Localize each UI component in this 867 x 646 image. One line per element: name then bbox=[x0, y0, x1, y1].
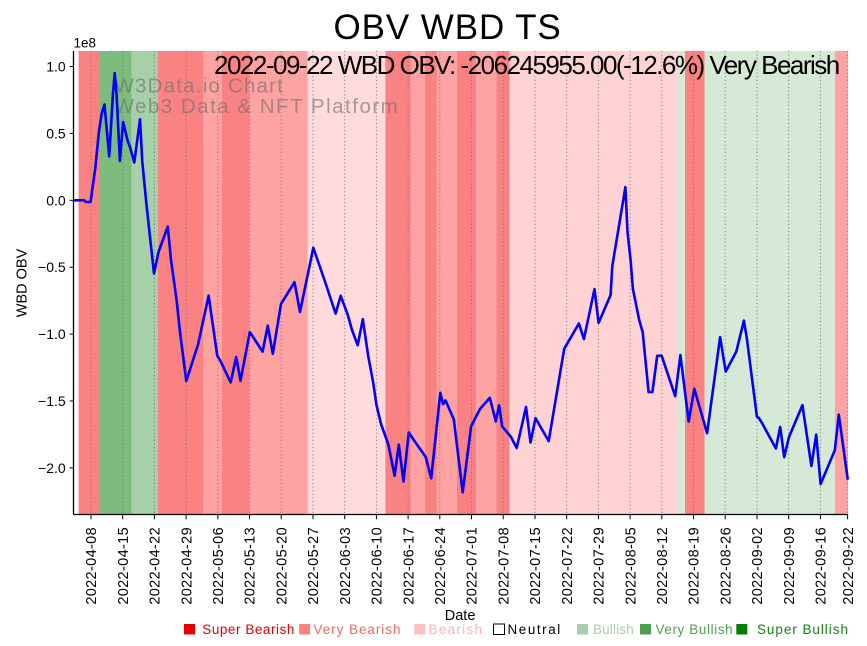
svg-text:2022-05-06: 2022-05-06 bbox=[211, 527, 227, 605]
svg-text:2022-07-29: 2022-07-29 bbox=[592, 527, 608, 605]
svg-text:−2.0: −2.0 bbox=[38, 460, 66, 476]
svg-text:2022-07-22: 2022-07-22 bbox=[560, 527, 576, 605]
svg-text:Super Bullish: Super Bullish bbox=[757, 622, 849, 637]
svg-text:2022-08-19: 2022-08-19 bbox=[687, 527, 703, 605]
svg-text:−1.5: −1.5 bbox=[38, 393, 66, 409]
svg-text:2022-06-17: 2022-06-17 bbox=[401, 527, 417, 605]
svg-text:Very Bullish: Very Bullish bbox=[656, 622, 734, 637]
svg-text:W3Data.io Chart: W3Data.io Chart bbox=[115, 75, 285, 98]
svg-text:1.0: 1.0 bbox=[46, 59, 66, 75]
svg-text:2022-06-10: 2022-06-10 bbox=[370, 527, 386, 605]
svg-text:2022-05-27: 2022-05-27 bbox=[306, 527, 322, 605]
svg-text:OBV WBD TS: OBV WBD TS bbox=[334, 8, 562, 47]
svg-text:2022-06-24: 2022-06-24 bbox=[433, 527, 449, 605]
svg-text:WBD OBV: WBD OBV bbox=[15, 248, 31, 317]
svg-text:2022-05-20: 2022-05-20 bbox=[274, 527, 290, 605]
svg-text:0.5: 0.5 bbox=[46, 125, 66, 141]
svg-text:2022-04-22: 2022-04-22 bbox=[148, 527, 164, 605]
svg-text:2022-08-12: 2022-08-12 bbox=[655, 527, 671, 605]
svg-text:Neutral: Neutral bbox=[508, 622, 562, 637]
svg-text:Web3 Data & NFT Platform: Web3 Data & NFT Platform bbox=[115, 95, 400, 118]
svg-text:Date: Date bbox=[445, 608, 476, 624]
svg-text:2022-07-08: 2022-07-08 bbox=[496, 527, 512, 605]
svg-text:2022-08-05: 2022-08-05 bbox=[623, 527, 639, 605]
svg-text:2022-09-22: 2022-09-22 bbox=[841, 527, 857, 605]
svg-text:2022-09-09: 2022-09-09 bbox=[782, 527, 798, 605]
svg-text:2022-08-26: 2022-08-26 bbox=[718, 527, 734, 605]
svg-text:2022-07-15: 2022-07-15 bbox=[528, 527, 544, 605]
svg-text:−1.0: −1.0 bbox=[38, 326, 66, 342]
svg-text:1e8: 1e8 bbox=[74, 36, 97, 51]
svg-text:Bearish: Bearish bbox=[429, 622, 484, 637]
svg-text:2022-04-08: 2022-04-08 bbox=[84, 527, 100, 605]
svg-text:0.0: 0.0 bbox=[46, 192, 66, 208]
svg-text:Super Bearish: Super Bearish bbox=[202, 622, 295, 637]
svg-text:2022-04-29: 2022-04-29 bbox=[179, 527, 195, 605]
svg-text:2022-09-16: 2022-09-16 bbox=[814, 527, 830, 605]
svg-text:Very Bearish: Very Bearish bbox=[314, 622, 402, 637]
svg-text:2022-09-02: 2022-09-02 bbox=[750, 527, 766, 605]
svg-text:2022-06-03: 2022-06-03 bbox=[338, 527, 354, 605]
svg-text:2022-04-15: 2022-04-15 bbox=[116, 527, 132, 605]
svg-text:2022-07-01: 2022-07-01 bbox=[465, 527, 481, 605]
svg-text:2022-05-13: 2022-05-13 bbox=[243, 527, 259, 605]
svg-text:−0.5: −0.5 bbox=[38, 259, 66, 275]
svg-text:Bullish: Bullish bbox=[593, 622, 634, 637]
svg-text:2022-09-22 WBD OBV: -206245955: 2022-09-22 WBD OBV: -206245955.00(-12.6%… bbox=[214, 50, 839, 80]
